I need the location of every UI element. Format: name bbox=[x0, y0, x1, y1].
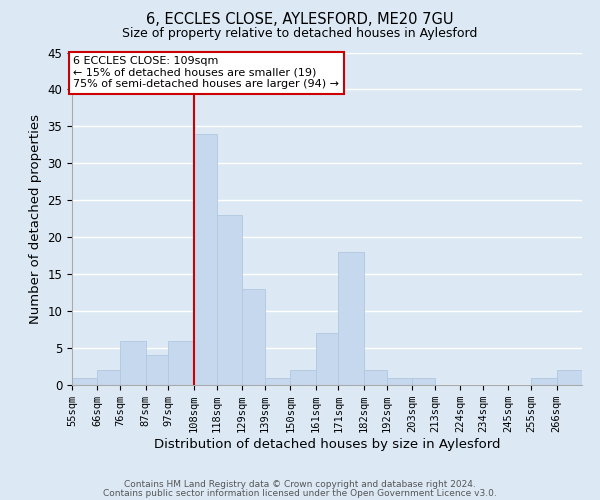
Bar bbox=[557, 370, 582, 385]
Bar bbox=[265, 378, 290, 385]
Bar bbox=[97, 370, 120, 385]
X-axis label: Distribution of detached houses by size in Aylesford: Distribution of detached houses by size … bbox=[154, 438, 500, 451]
Bar bbox=[338, 252, 364, 385]
Text: Size of property relative to detached houses in Aylesford: Size of property relative to detached ho… bbox=[122, 28, 478, 40]
Bar bbox=[364, 370, 387, 385]
Bar bbox=[72, 378, 97, 385]
Bar bbox=[120, 340, 146, 385]
Text: 6 ECCLES CLOSE: 109sqm
← 15% of detached houses are smaller (19)
75% of semi-det: 6 ECCLES CLOSE: 109sqm ← 15% of detached… bbox=[73, 56, 339, 90]
Bar bbox=[532, 378, 557, 385]
Bar bbox=[242, 289, 265, 385]
Y-axis label: Number of detached properties: Number of detached properties bbox=[29, 114, 42, 324]
Bar bbox=[217, 215, 242, 385]
Bar bbox=[290, 370, 316, 385]
Text: 6, ECCLES CLOSE, AYLESFORD, ME20 7GU: 6, ECCLES CLOSE, AYLESFORD, ME20 7GU bbox=[146, 12, 454, 28]
Bar bbox=[387, 378, 412, 385]
Bar bbox=[169, 340, 194, 385]
Text: Contains public sector information licensed under the Open Government Licence v3: Contains public sector information licen… bbox=[103, 488, 497, 498]
Bar bbox=[194, 134, 217, 385]
Bar bbox=[316, 334, 338, 385]
Text: Contains HM Land Registry data © Crown copyright and database right 2024.: Contains HM Land Registry data © Crown c… bbox=[124, 480, 476, 489]
Bar bbox=[146, 356, 169, 385]
Bar bbox=[412, 378, 435, 385]
